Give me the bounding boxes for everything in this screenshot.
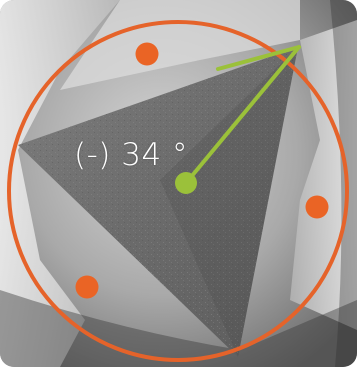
bore-highlight-right	[290, 20, 357, 330]
triangular-face-texture	[18, 47, 298, 357]
measurement-circle	[7, 20, 349, 362]
angle-reference-line	[216, 45, 301, 71]
angle-radius-line	[184, 45, 301, 185]
angle-center-dot	[175, 172, 197, 194]
triangular-face-shade	[160, 47, 298, 357]
reference-dot-bottom-left	[75, 275, 99, 299]
angle-label: (-) 34 °	[74, 137, 189, 173]
reference-dot-top	[135, 42, 159, 66]
bore-shadow-bottom	[0, 290, 357, 367]
bore-highlight-top	[60, 0, 300, 90]
bore-shadow-right	[330, 0, 357, 367]
reference-dot-right	[305, 195, 329, 219]
